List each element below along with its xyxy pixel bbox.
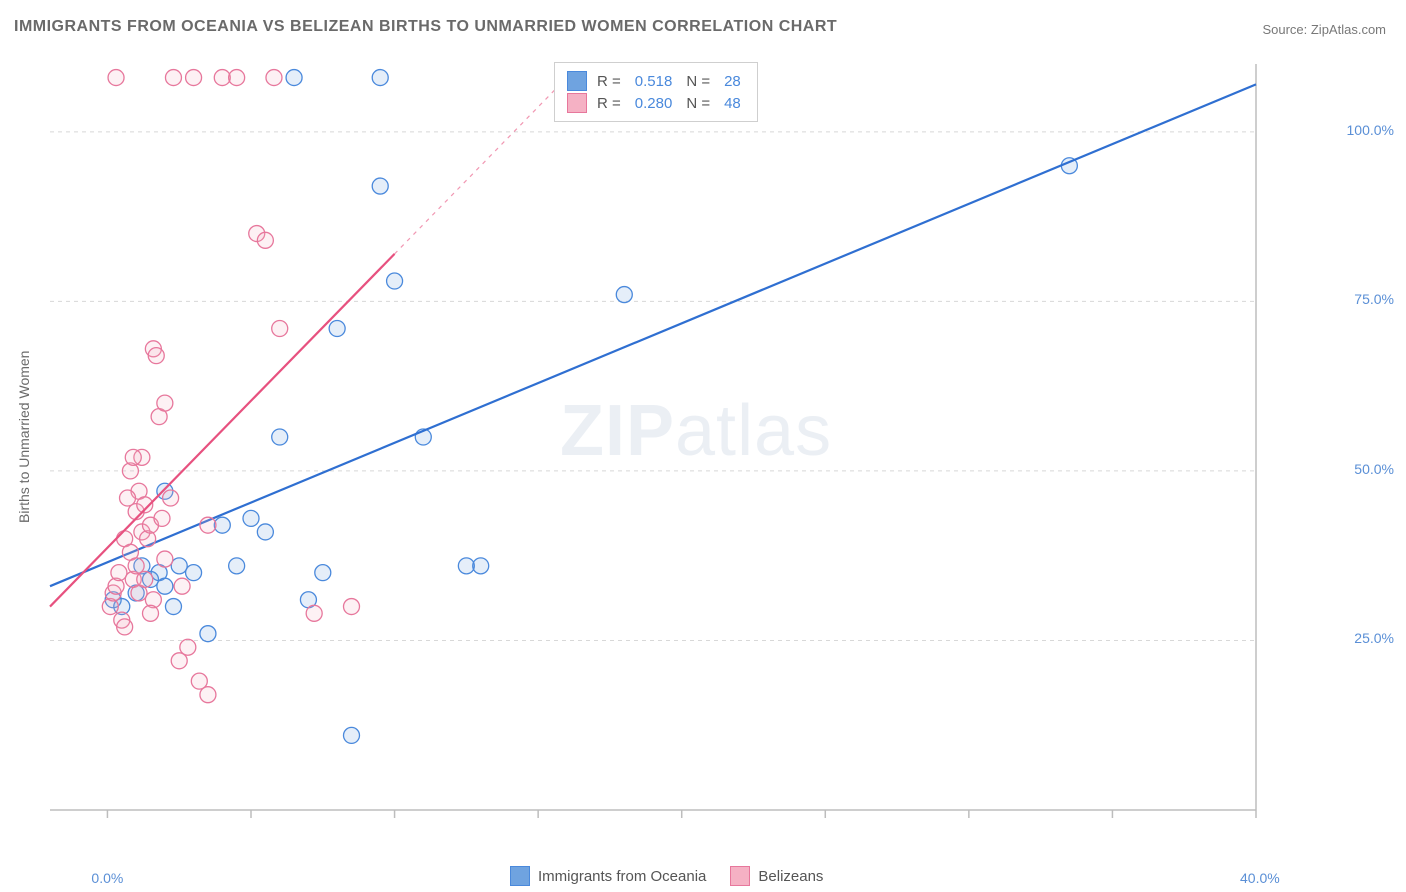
correlation-legend: R = 0.518 N = 28 R = 0.280 N = 48 — [554, 62, 758, 122]
y-tick-label: 50.0% — [1354, 461, 1394, 477]
y-tick-label: 75.0% — [1354, 291, 1394, 307]
legend-n-value-b: 48 — [724, 95, 741, 112]
x-tick-label: 0.0% — [91, 870, 123, 886]
chart-title: IMMIGRANTS FROM OCEANIA VS BELIZEAN BIRT… — [14, 18, 837, 36]
legend-row-series-b: R = 0.280 N = 48 — [567, 93, 745, 113]
y-tick-label: 25.0% — [1354, 630, 1394, 646]
y-axis-label: Births to Unmarried Women — [16, 350, 32, 522]
legend-n-value-a: 28 — [724, 73, 741, 90]
x-tick-label: 40.0% — [1240, 870, 1280, 886]
legend-item-a: Immigrants from Oceania — [510, 866, 706, 886]
legend-row-series-a: R = 0.518 N = 28 — [567, 71, 745, 91]
chart-plot-area — [46, 60, 1336, 840]
legend-swatch-a — [567, 71, 587, 91]
legend-bottom-label-b: Belizeans — [758, 868, 823, 885]
legend-r-label-a: R = — [597, 73, 621, 90]
chart-svg — [46, 60, 1336, 840]
legend-r-value-a: 0.518 — [635, 73, 673, 90]
source-label: Source: ZipAtlas.com — [1262, 22, 1386, 37]
legend-swatch-b — [567, 93, 587, 113]
legend-r-label-b: R = — [597, 95, 621, 112]
y-tick-label: 100.0% — [1347, 122, 1394, 138]
series-legend: Immigrants from Oceania Belizeans — [510, 866, 823, 886]
legend-bottom-swatch-a — [510, 866, 530, 886]
legend-item-b: Belizeans — [730, 866, 823, 886]
legend-n-label-b: N = — [686, 95, 710, 112]
legend-bottom-label-a: Immigrants from Oceania — [538, 868, 706, 885]
legend-bottom-swatch-b — [730, 866, 750, 886]
legend-r-value-b: 0.280 — [635, 95, 673, 112]
legend-n-label-a: N = — [686, 73, 710, 90]
